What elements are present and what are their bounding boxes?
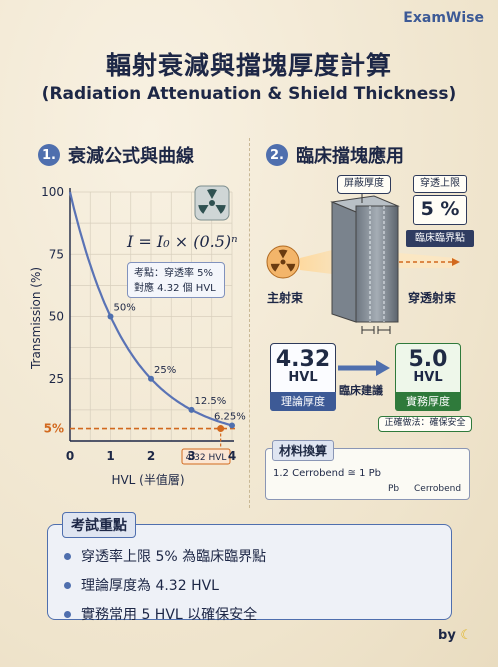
hvl-theory-unit: HVL — [288, 370, 318, 385]
marker-label: 4.32 HVL — [186, 453, 227, 463]
material-title: 材料換算 — [272, 440, 335, 461]
exam-note-line1: 考點：穿透率 5% — [134, 268, 214, 279]
chart-axes — [69, 188, 234, 442]
hvl-practice-label: 實務厚度 — [395, 392, 461, 411]
page-title: 輻射衰減與擋塊厚度計算 — [105, 51, 392, 80]
banana-icon: ☾ — [460, 628, 472, 643]
limit-title: 穿透上限 — [413, 175, 467, 193]
x-tick-label: 2 — [147, 449, 155, 463]
section2-title: 臨床擋塊應用 — [296, 146, 404, 167]
attenuation-formula: I = I₀ × (0.5)ⁿ — [127, 232, 238, 251]
pb-label: Pb — [388, 484, 400, 494]
bullet-icon — [64, 552, 71, 560]
data-point — [107, 313, 114, 320]
y-tick-label: 100 — [41, 185, 64, 199]
advice-arrow-head — [376, 360, 390, 376]
x-tick-label: 0 — [66, 449, 74, 463]
key-points-title: 考試重點 — [62, 512, 136, 538]
y-tick-label: 75 — [49, 247, 64, 261]
material-equation: 1.2 Cerrobend ≅ 1 Pb — [273, 468, 382, 479]
data-label: 6.25% — [214, 411, 246, 422]
x-tick-label: 4 — [228, 449, 236, 463]
shield-thickness-label: 屏蔽厚度 — [337, 175, 391, 194]
section2-heading: 2. 臨床擋塊應用 — [266, 142, 404, 168]
y-tick-label: 50 — [49, 310, 64, 324]
key-point-item: 實務常用 5 HVL 以確保安全 — [64, 604, 266, 624]
key-points-panel — [47, 524, 452, 620]
chart-ticks: 0 1 2 3 4 25 50 75 100 — [41, 185, 236, 463]
main-beam-label: 主射束 — [267, 291, 304, 305]
section1-number: 1. — [38, 144, 60, 166]
critical-point-badge: 臨床臨界點 — [406, 230, 474, 247]
data-label: 50% — [114, 303, 136, 314]
page-subtitle: (Radiation Attenuation & Shield Thicknes… — [41, 84, 457, 104]
data-label: 12.5% — [195, 396, 227, 407]
data-label: 25% — [154, 365, 176, 376]
x-tick-label: 1 — [106, 449, 114, 463]
y-axis-label: Transmission (%) — [29, 267, 43, 370]
thickness-markers — [361, 326, 391, 334]
hvl-theory-value: 4.32 — [275, 347, 331, 372]
transmitted-arrow-head — [452, 258, 460, 266]
byline: by ☾ — [438, 628, 472, 643]
hvl-practice-box: 5.0 HVL — [395, 343, 461, 411]
shield-block-side — [355, 205, 399, 323]
shield-block-front — [331, 201, 357, 323]
data-point — [148, 375, 154, 382]
chart-points: 5% 4.32 HVL 50% 25% 12.5% 6.25% — [44, 303, 246, 465]
x-axis-label: HVL (半值層) — [111, 472, 184, 487]
bullet-icon — [64, 610, 71, 618]
key-points-list: 穿透率上限 5% 為臨床臨界點 理論厚度為 4.32 HVL 實務常用 5 HV… — [64, 546, 266, 633]
cerrobend-label: Cerrobend — [414, 484, 462, 494]
clinical-advice-label: 臨床建議 — [339, 384, 383, 397]
section1-heading: 1. 衰減公式與曲線 — [38, 142, 194, 168]
transmitted-beam-shape — [388, 252, 456, 268]
section1-title: 衰減公式與曲線 — [68, 146, 194, 167]
bullet-icon — [64, 581, 71, 589]
practice-note: 正確做法：確保安全 — [378, 416, 472, 432]
exam-note-line2: 對應 4.32 個 HVL — [134, 283, 216, 294]
threshold-label: 5% — [44, 422, 64, 436]
radiation-icon — [194, 185, 230, 221]
hvl-practice-unit: HVL — [413, 370, 443, 385]
hvl-practice-value: 5.0 — [408, 347, 448, 372]
marker-box — [181, 448, 231, 465]
transmitted-beam-label: 穿透射束 — [408, 291, 457, 305]
data-point — [188, 406, 195, 413]
key-point-item: 理論厚度為 4.32 HVL — [64, 575, 266, 595]
radiation-source-icon — [266, 245, 300, 279]
key-point-item: 穿透率上限 5% 為臨床臨界點 — [64, 546, 266, 566]
hvl-theory-label: 理論厚度 — [270, 392, 336, 411]
section2-number: 2. — [266, 144, 288, 166]
data-point — [229, 422, 235, 429]
limit-value: 5 % — [413, 195, 467, 225]
marker-point — [217, 425, 225, 433]
brand-logo: ExamWise — [403, 10, 484, 26]
exam-note-box: 考點：穿透率 5% 對應 4.32 個 HVL — [127, 262, 225, 298]
x-tick-label: 3 — [187, 449, 195, 463]
section-divider — [249, 138, 250, 508]
y-tick-label: 25 — [49, 372, 64, 386]
